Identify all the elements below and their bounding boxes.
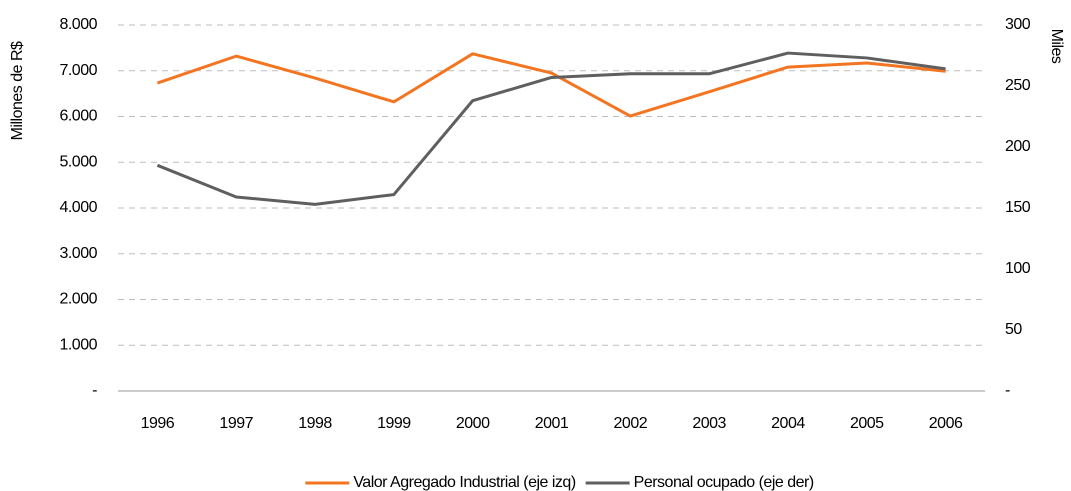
series-line bbox=[156, 51, 946, 206]
y2-tick-label: 50 bbox=[1005, 321, 1022, 338]
y-tick-label: 1.000 bbox=[59, 336, 97, 353]
series-line bbox=[156, 52, 946, 118]
x-tick-label: 2002 bbox=[614, 415, 648, 432]
legend-label: Personal ocupado (eje der) bbox=[634, 474, 814, 491]
x-tick-label: 2006 bbox=[929, 415, 963, 432]
x-tick-label: 1997 bbox=[219, 415, 253, 432]
y2-tick-label: 250 bbox=[1005, 77, 1031, 94]
y-axis-label: Millones de R$ bbox=[9, 41, 26, 140]
y2-tick-label: 150 bbox=[1005, 199, 1031, 216]
y2-tick-label: 200 bbox=[1005, 138, 1031, 155]
y-tick-label: 8.000 bbox=[59, 16, 97, 33]
y2-tick-label: 100 bbox=[1005, 260, 1031, 277]
y2-tick-label: 300 bbox=[1005, 16, 1031, 33]
x-tick-label: 2005 bbox=[850, 415, 884, 432]
y-tick-label: 6.000 bbox=[59, 108, 97, 125]
x-tick-label: 1999 bbox=[377, 415, 411, 432]
x-tick-label: 2004 bbox=[771, 415, 805, 432]
y-tick-label: 5.000 bbox=[59, 153, 97, 170]
x-tick-label: 2000 bbox=[456, 415, 490, 432]
legend-label: Valor Agregado Industrial (eje izq) bbox=[353, 474, 576, 491]
y2-axis-label: Miles bbox=[1048, 29, 1065, 64]
y-tick-label: 2.000 bbox=[59, 291, 97, 308]
x-tick-label: 1996 bbox=[141, 415, 175, 432]
y-tick-label: 7.000 bbox=[59, 62, 97, 79]
y-tick-label: - bbox=[92, 382, 97, 399]
x-tick-label: 2001 bbox=[535, 415, 569, 432]
y-tick-label: 3.000 bbox=[59, 245, 97, 262]
y2-tick-label: - bbox=[1005, 382, 1010, 399]
y-tick-label: 4.000 bbox=[59, 199, 97, 216]
x-tick-label: 1998 bbox=[298, 415, 332, 432]
x-tick-label: 2003 bbox=[692, 415, 726, 432]
